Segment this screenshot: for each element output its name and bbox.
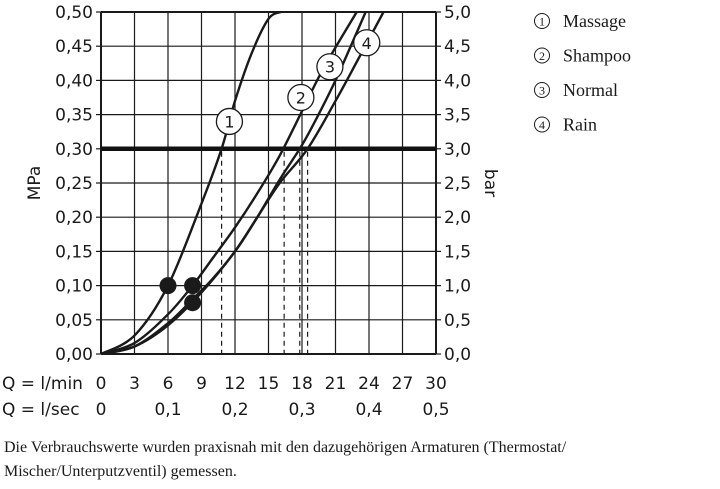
legend-label-normal: Normal [563, 80, 618, 100]
y-tick-label-mpa: 0,20 [55, 208, 93, 228]
x-tick-label-lmin: 12 [224, 374, 246, 394]
legend-label-massage: Massage [563, 11, 626, 31]
y-tick-label-bar: 0,0 [444, 345, 471, 365]
curve-label-circle-3 [316, 53, 344, 81]
x-tick-label-lsec: 0 [96, 400, 107, 420]
x-tick-label-lmin: 30 [425, 374, 447, 394]
y-tick-label-bar: 3,0 [444, 140, 471, 160]
tick-labels: 0,000,050,100,150,200,250,300,350,400,45… [55, 3, 471, 420]
y-tick-label-mpa: 0,10 [55, 277, 93, 297]
x-tick-label-lsec: 0,2 [221, 400, 248, 420]
curve-label-1: 1 [224, 112, 234, 131]
legend-marker-number: 1 [539, 15, 545, 29]
curve-rain [101, 12, 385, 354]
curve-label-4: 4 [362, 34, 372, 53]
y-tick-label-mpa: 0,50 [55, 3, 93, 23]
curve-label-circle-2 [287, 83, 315, 112]
legend-marker-number: 2 [539, 49, 545, 63]
curve-massage [101, 12, 282, 354]
y-tick-label-mpa: 0,30 [55, 140, 93, 160]
legend: 1 Massage 2 Shampoo 3 Normal 4 Rain [534, 11, 631, 135]
y-tick-label-mpa: 0,45 [55, 37, 93, 57]
dot-shampoo [184, 277, 202, 295]
grid [96, 11, 441, 355]
y-tick-label-mpa: 0,00 [55, 345, 93, 365]
y-axis-label-left: MPa [25, 166, 45, 201]
y-tick-label-bar: 4,0 [444, 71, 471, 91]
x-tick-label-lsec: 0,5 [422, 400, 449, 420]
legend-label-rain: Rain [563, 115, 597, 135]
x-tick-label-lsec: 0,3 [288, 400, 315, 420]
dot-massage [159, 277, 177, 295]
dots [159, 277, 202, 312]
x-tick-label-lmin: 15 [258, 374, 280, 394]
footnote: Die Verbrauchswerte wurden praxisnah mit… [4, 439, 567, 480]
x-tick-label-lmin: 3 [129, 374, 140, 394]
y-tick-label-bar: 4,5 [444, 37, 471, 57]
legend-label-shampoo: Shampoo [563, 46, 631, 66]
x-tick-label-lmin: 6 [163, 374, 174, 394]
x-tick-label-lsec: 0,1 [154, 400, 181, 420]
drop-lines [221, 151, 309, 354]
curve-label-circle-1 [215, 107, 244, 136]
x-tick-label-lsec: 0,4 [355, 400, 382, 420]
dot-normal [184, 294, 202, 312]
axis-labels: MPa bar Q = l/min Q = l/sec [2, 166, 500, 420]
legend-marker-circle [534, 13, 550, 29]
y-tick-label-mpa: 0,15 [55, 242, 93, 262]
y-tick-label-bar: 1,0 [444, 277, 471, 297]
x-axis-label-lsec: Q = l/sec [2, 400, 80, 420]
x-tick-label-lmin: 21 [325, 374, 347, 394]
y-tick-label-bar: 0,5 [444, 311, 471, 331]
x-tick-label-lmin: 24 [358, 374, 380, 394]
legend-marker-circle [534, 47, 550, 64]
curve-labels: 1 23 4 [215, 29, 381, 136]
curve-label-3: 3 [325, 58, 335, 77]
y-tick-label-mpa: 0,35 [55, 106, 93, 126]
curve-label-2: 2 [296, 89, 306, 108]
legend-marker-number: 4 [539, 118, 545, 132]
y-tick-label-mpa: 0,05 [55, 311, 93, 331]
y-tick-label-mpa: 0,25 [55, 174, 93, 194]
y-tick-label-bar: 3,5 [444, 106, 471, 126]
y-tick-label-mpa: 0,40 [55, 71, 93, 91]
y-tick-label-bar: 2,0 [444, 208, 471, 228]
y-tick-label-bar: 5,0 [444, 3, 471, 23]
x-tick-label-lmin: 18 [291, 374, 313, 394]
legend-marker-circle [534, 116, 550, 133]
x-tick-label-lmin: 0 [96, 374, 107, 394]
x-tick-label-lmin: 9 [196, 374, 207, 394]
x-axis-label-lmin: Q = l/min [2, 374, 83, 394]
curve-label-circle-4 [353, 29, 381, 57]
y-axis-label-right: bar [480, 169, 500, 197]
y-tick-label-bar: 2,5 [444, 174, 471, 194]
legend-marker-number: 3 [539, 84, 545, 98]
y-tick-label-bar: 1,5 [444, 242, 471, 262]
x-tick-label-lmin: 27 [392, 374, 414, 394]
legend-marker-circle [534, 82, 550, 98]
